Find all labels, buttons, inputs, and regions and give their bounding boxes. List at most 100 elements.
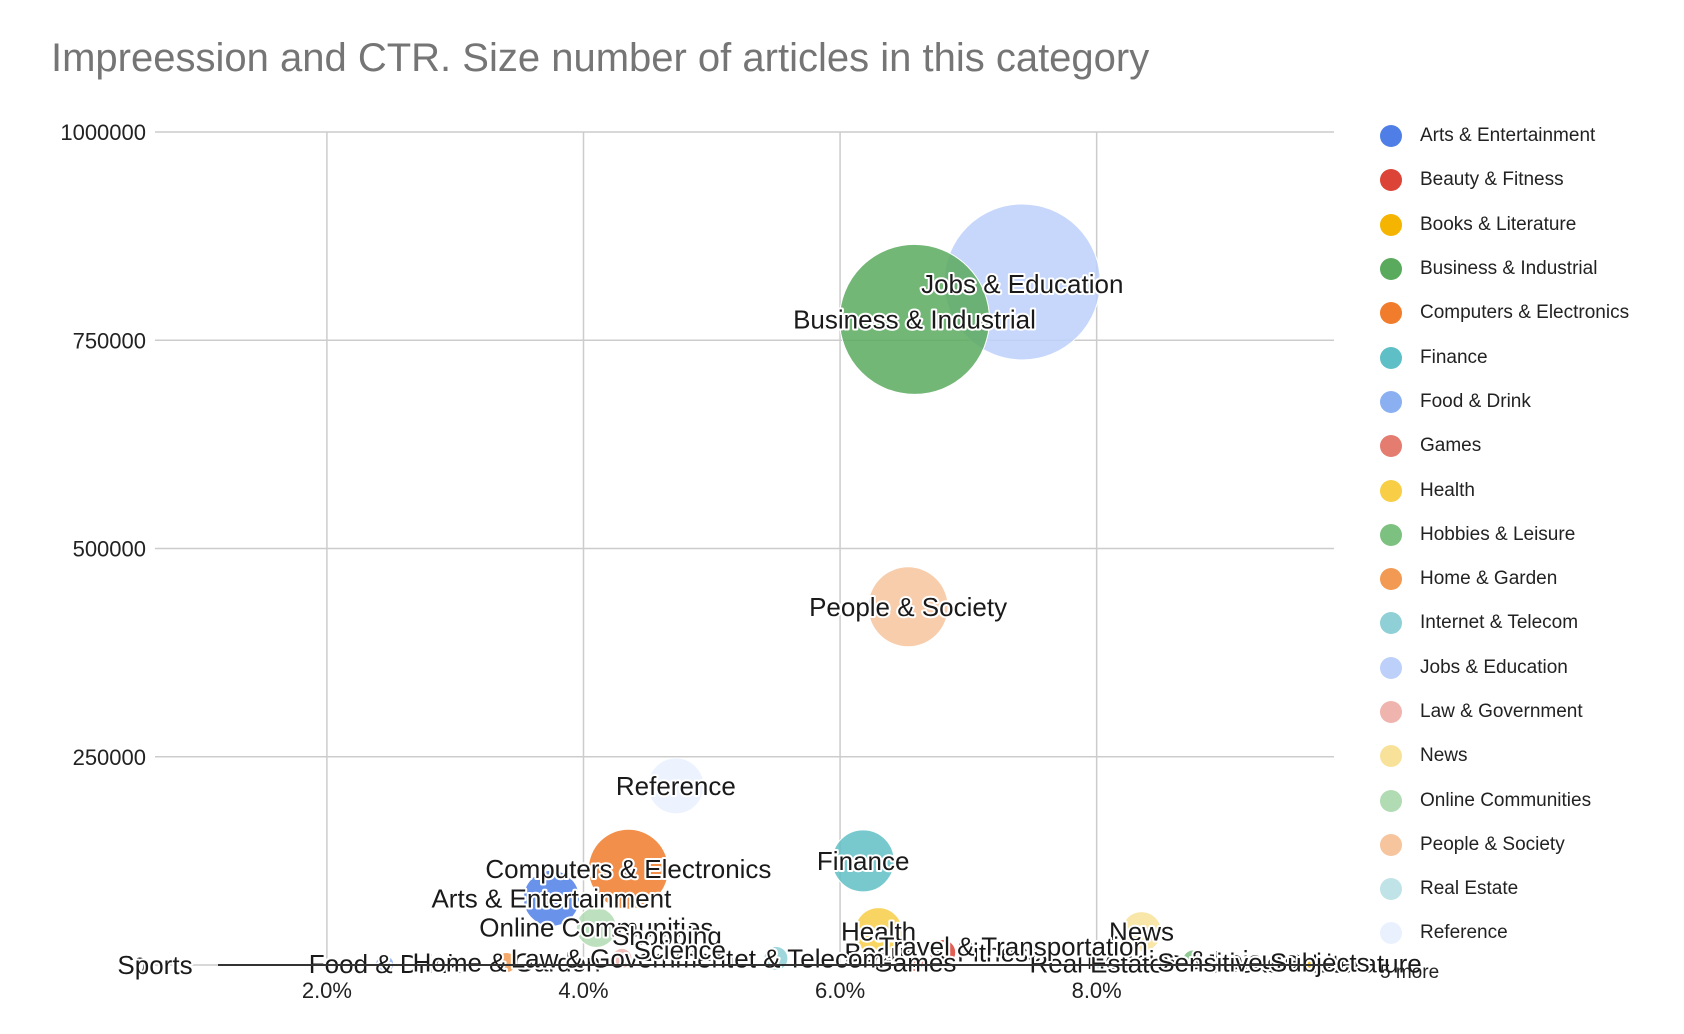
bubble[interactable] — [1306, 954, 1324, 972]
bubble-label: Internet & Telecom — [668, 943, 884, 973]
bubble-label: News — [1109, 917, 1174, 947]
legend-item[interactable]: Food & Drink — [1380, 380, 1629, 424]
legend-item[interactable]: Health — [1380, 468, 1629, 512]
bubble-label: Health — [841, 917, 916, 947]
legend-swatch — [1380, 523, 1402, 546]
bubble[interactable] — [575, 907, 617, 949]
bubble-label: Hobbies & Leisure — [1087, 945, 1299, 975]
x-axis-ticks: 2.0% 4.0% 6.0% 8.0% — [302, 978, 1122, 1003]
bubble[interactable] — [522, 869, 580, 927]
legend-label: Home & Garden — [1420, 568, 1558, 590]
legend-item[interactable]: Home & Garden — [1380, 557, 1629, 601]
x-tick-label: 2.0% — [302, 978, 352, 1003]
x-tick-label: 4.0% — [558, 978, 608, 1003]
legend-item[interactable]: Reference — [1380, 911, 1629, 955]
legend-label: Finance — [1420, 346, 1488, 368]
legend-item[interactable]: Jobs & Education — [1380, 646, 1629, 690]
legend-label: Computers & Electronics — [1420, 302, 1630, 324]
legend-item[interactable]: Finance — [1380, 335, 1629, 379]
legend-label: Jobs & Education — [1420, 656, 1568, 678]
bubble[interactable] — [587, 828, 669, 910]
legend-label: Health — [1420, 479, 1475, 501]
legend-label: Real Estate — [1420, 878, 1519, 900]
legend-swatch — [1380, 346, 1402, 369]
bubble-label: Law & Government — [511, 943, 734, 973]
bubble-label: Beauty & Fitness — [844, 938, 1041, 968]
bubble[interactable] — [611, 947, 633, 969]
legend-swatch — [1380, 701, 1402, 723]
legend-label: Law & Government — [1420, 701, 1583, 722]
x-tick-label: 8.0% — [1072, 978, 1122, 1003]
legend-swatch — [1380, 258, 1402, 281]
legend-swatch — [1380, 390, 1402, 413]
legend-swatch — [1380, 745, 1402, 768]
legend-swatch — [1380, 922, 1402, 945]
legend-item[interactable]: People & Society — [1380, 823, 1629, 867]
legend-item[interactable]: Law & Government — [1380, 690, 1629, 734]
legend-label: Business & Industrial — [1420, 258, 1598, 280]
legend-swatch — [1380, 302, 1402, 325]
bubble-label: Travel & Transportation — [879, 932, 1148, 962]
bubble-label: Science — [633, 935, 726, 965]
bubble[interactable] — [647, 757, 705, 815]
bubble-label: Games — [873, 948, 957, 978]
bubble-labels: Arts & Entertainment Beauty & Fitness Book… — [115, 267, 1423, 982]
legend-item[interactable]: Hobbies & Leisure — [1380, 513, 1629, 557]
legend-item[interactable]: Computers & Electronics — [1380, 291, 1629, 335]
bubble-label: Business & Industrial — [793, 304, 1036, 334]
legend-label: Online Communities — [1420, 789, 1592, 811]
bubble[interactable] — [831, 829, 895, 893]
bubble[interactable] — [904, 953, 924, 973]
bubble-label: Real Estate — [1029, 948, 1163, 978]
legend-item[interactable]: Business & Industrial — [1380, 247, 1629, 291]
legend-item[interactable]: Real Estate — [1380, 867, 1629, 911]
legend-item[interactable]: Beauty & Fitness — [1380, 158, 1629, 202]
grid-lines — [155, 131, 1334, 966]
bubble-label: Arts & Entertainment — [431, 883, 672, 913]
legend-item[interactable]: Internet & Telecom — [1380, 601, 1629, 645]
legend-item[interactable]: Arts & Entertainment — [1380, 114, 1629, 158]
legend-swatch — [1380, 789, 1402, 812]
bubble-label: Finance — [817, 846, 910, 876]
bubble-label: Sports — [117, 950, 192, 980]
bubble[interactable] — [854, 907, 904, 957]
y-tick-label: 0 — [134, 953, 146, 978]
bubble-label: Computers & Electronics — [485, 854, 771, 884]
legend-item[interactable]: News — [1380, 734, 1629, 778]
legend-label: People & Society — [1420, 833, 1565, 855]
legend-swatch — [1380, 568, 1402, 591]
y-tick-label: 250000 — [73, 745, 146, 770]
legend-swatch — [1380, 125, 1402, 148]
bubble-label: Jobs & Education — [921, 269, 1123, 299]
legend-label: Arts & Entertainment — [1420, 125, 1596, 147]
legend-swatch — [1380, 435, 1402, 458]
legend-item[interactable]: Books & Literature — [1380, 203, 1629, 247]
legend-swatch — [1380, 213, 1402, 236]
bubble[interactable] — [838, 243, 990, 395]
bubble-label: People & Society — [809, 592, 1007, 622]
legend-label: Reference — [1420, 922, 1508, 944]
legend-label: Beauty & Fitness — [1420, 169, 1564, 191]
legend: Arts & Entertainment Beauty & Fitness Book… — [1380, 114, 1629, 984]
legend-more-link[interactable]: 5 more — [1380, 961, 1440, 983]
bubble[interactable] — [496, 952, 518, 974]
y-tick-label: 1000000 — [60, 120, 146, 145]
legend-label: Internet & Telecom — [1420, 612, 1579, 634]
bubble-label: Reference — [616, 771, 736, 801]
x-tick-label: 6.0% — [815, 978, 865, 1003]
legend-item[interactable]: Online Communities — [1380, 778, 1629, 822]
y-tick-label: 750000 — [73, 328, 146, 353]
legend-swatch — [1380, 656, 1402, 679]
bubble[interactable] — [1087, 953, 1107, 973]
legend-swatch — [1380, 169, 1402, 192]
legend-swatch — [1380, 612, 1402, 635]
bubble[interactable] — [867, 566, 949, 648]
legend-item[interactable]: Games — [1380, 424, 1629, 468]
bubbles — [375, 203, 1324, 974]
legend-swatch — [1380, 479, 1402, 502]
bubble-label: Books & Literature — [1208, 948, 1422, 978]
bubble[interactable] — [1121, 911, 1163, 953]
bubble-label: Home & Garden — [413, 948, 601, 978]
chart-title: Impreession and CTR. Size number of arti… — [51, 36, 1150, 80]
